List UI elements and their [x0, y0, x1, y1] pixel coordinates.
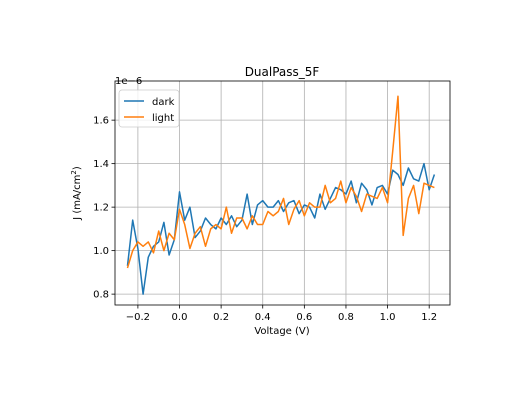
y-tick-label: 1.6	[93, 116, 109, 127]
y-tick-label: 1.2	[93, 203, 109, 214]
y-axis-label: J (mA/cm2)	[70, 166, 83, 221]
x-tick-label: 0.4	[255, 312, 271, 323]
x-tick-label: −0.2	[126, 312, 150, 323]
y-axis-ticks: 0.8 1.0 1.2 1.4 1.6	[93, 116, 115, 301]
axes-frame	[114, 80, 451, 306]
y-tick-label: 1.4	[93, 159, 109, 170]
x-tick-label: 1.2	[421, 312, 437, 323]
x-axis-ticks: −0.2 0.0 0.2 0.4 0.6 0.8 1.0 1.2	[126, 305, 437, 323]
chart-title: DualPass_5F	[245, 65, 320, 79]
series-line-light	[126, 95, 435, 269]
x-tick-label: 0.2	[213, 312, 229, 323]
legend-label-dark: dark	[152, 97, 175, 108]
plot-lines	[126, 95, 436, 295]
y-axis-offset-label: 1e−6	[115, 76, 142, 87]
x-axis-label: Voltage (V)	[254, 326, 309, 337]
x-tick-label: 1.0	[380, 312, 396, 323]
legend: dark light	[118, 89, 180, 128]
y-tick-label: 0.8	[93, 290, 109, 301]
legend-label-light: light	[152, 113, 174, 124]
x-tick-label: 0.8	[338, 312, 354, 323]
x-tick-label: 0.6	[296, 312, 312, 323]
y-tick-label: 1.0	[93, 246, 109, 257]
x-tick-label: 0.0	[172, 312, 188, 323]
